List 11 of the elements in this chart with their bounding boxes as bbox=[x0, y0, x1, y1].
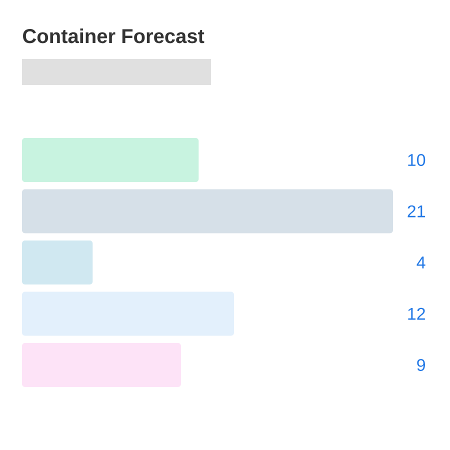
data-label: 9 bbox=[417, 358, 426, 372]
bar bbox=[22, 240, 93, 285]
data-label: 4 bbox=[416, 256, 426, 268]
data-label: 12 bbox=[408, 308, 425, 320]
chart-title: Container Forecast bbox=[23, 28, 204, 44]
bar bbox=[22, 292, 234, 336]
data-label: 21 bbox=[408, 205, 425, 218]
bar bbox=[22, 189, 393, 234]
data-label: 10 bbox=[408, 154, 426, 166]
bar bbox=[22, 342, 181, 388]
bar bbox=[22, 138, 199, 182]
